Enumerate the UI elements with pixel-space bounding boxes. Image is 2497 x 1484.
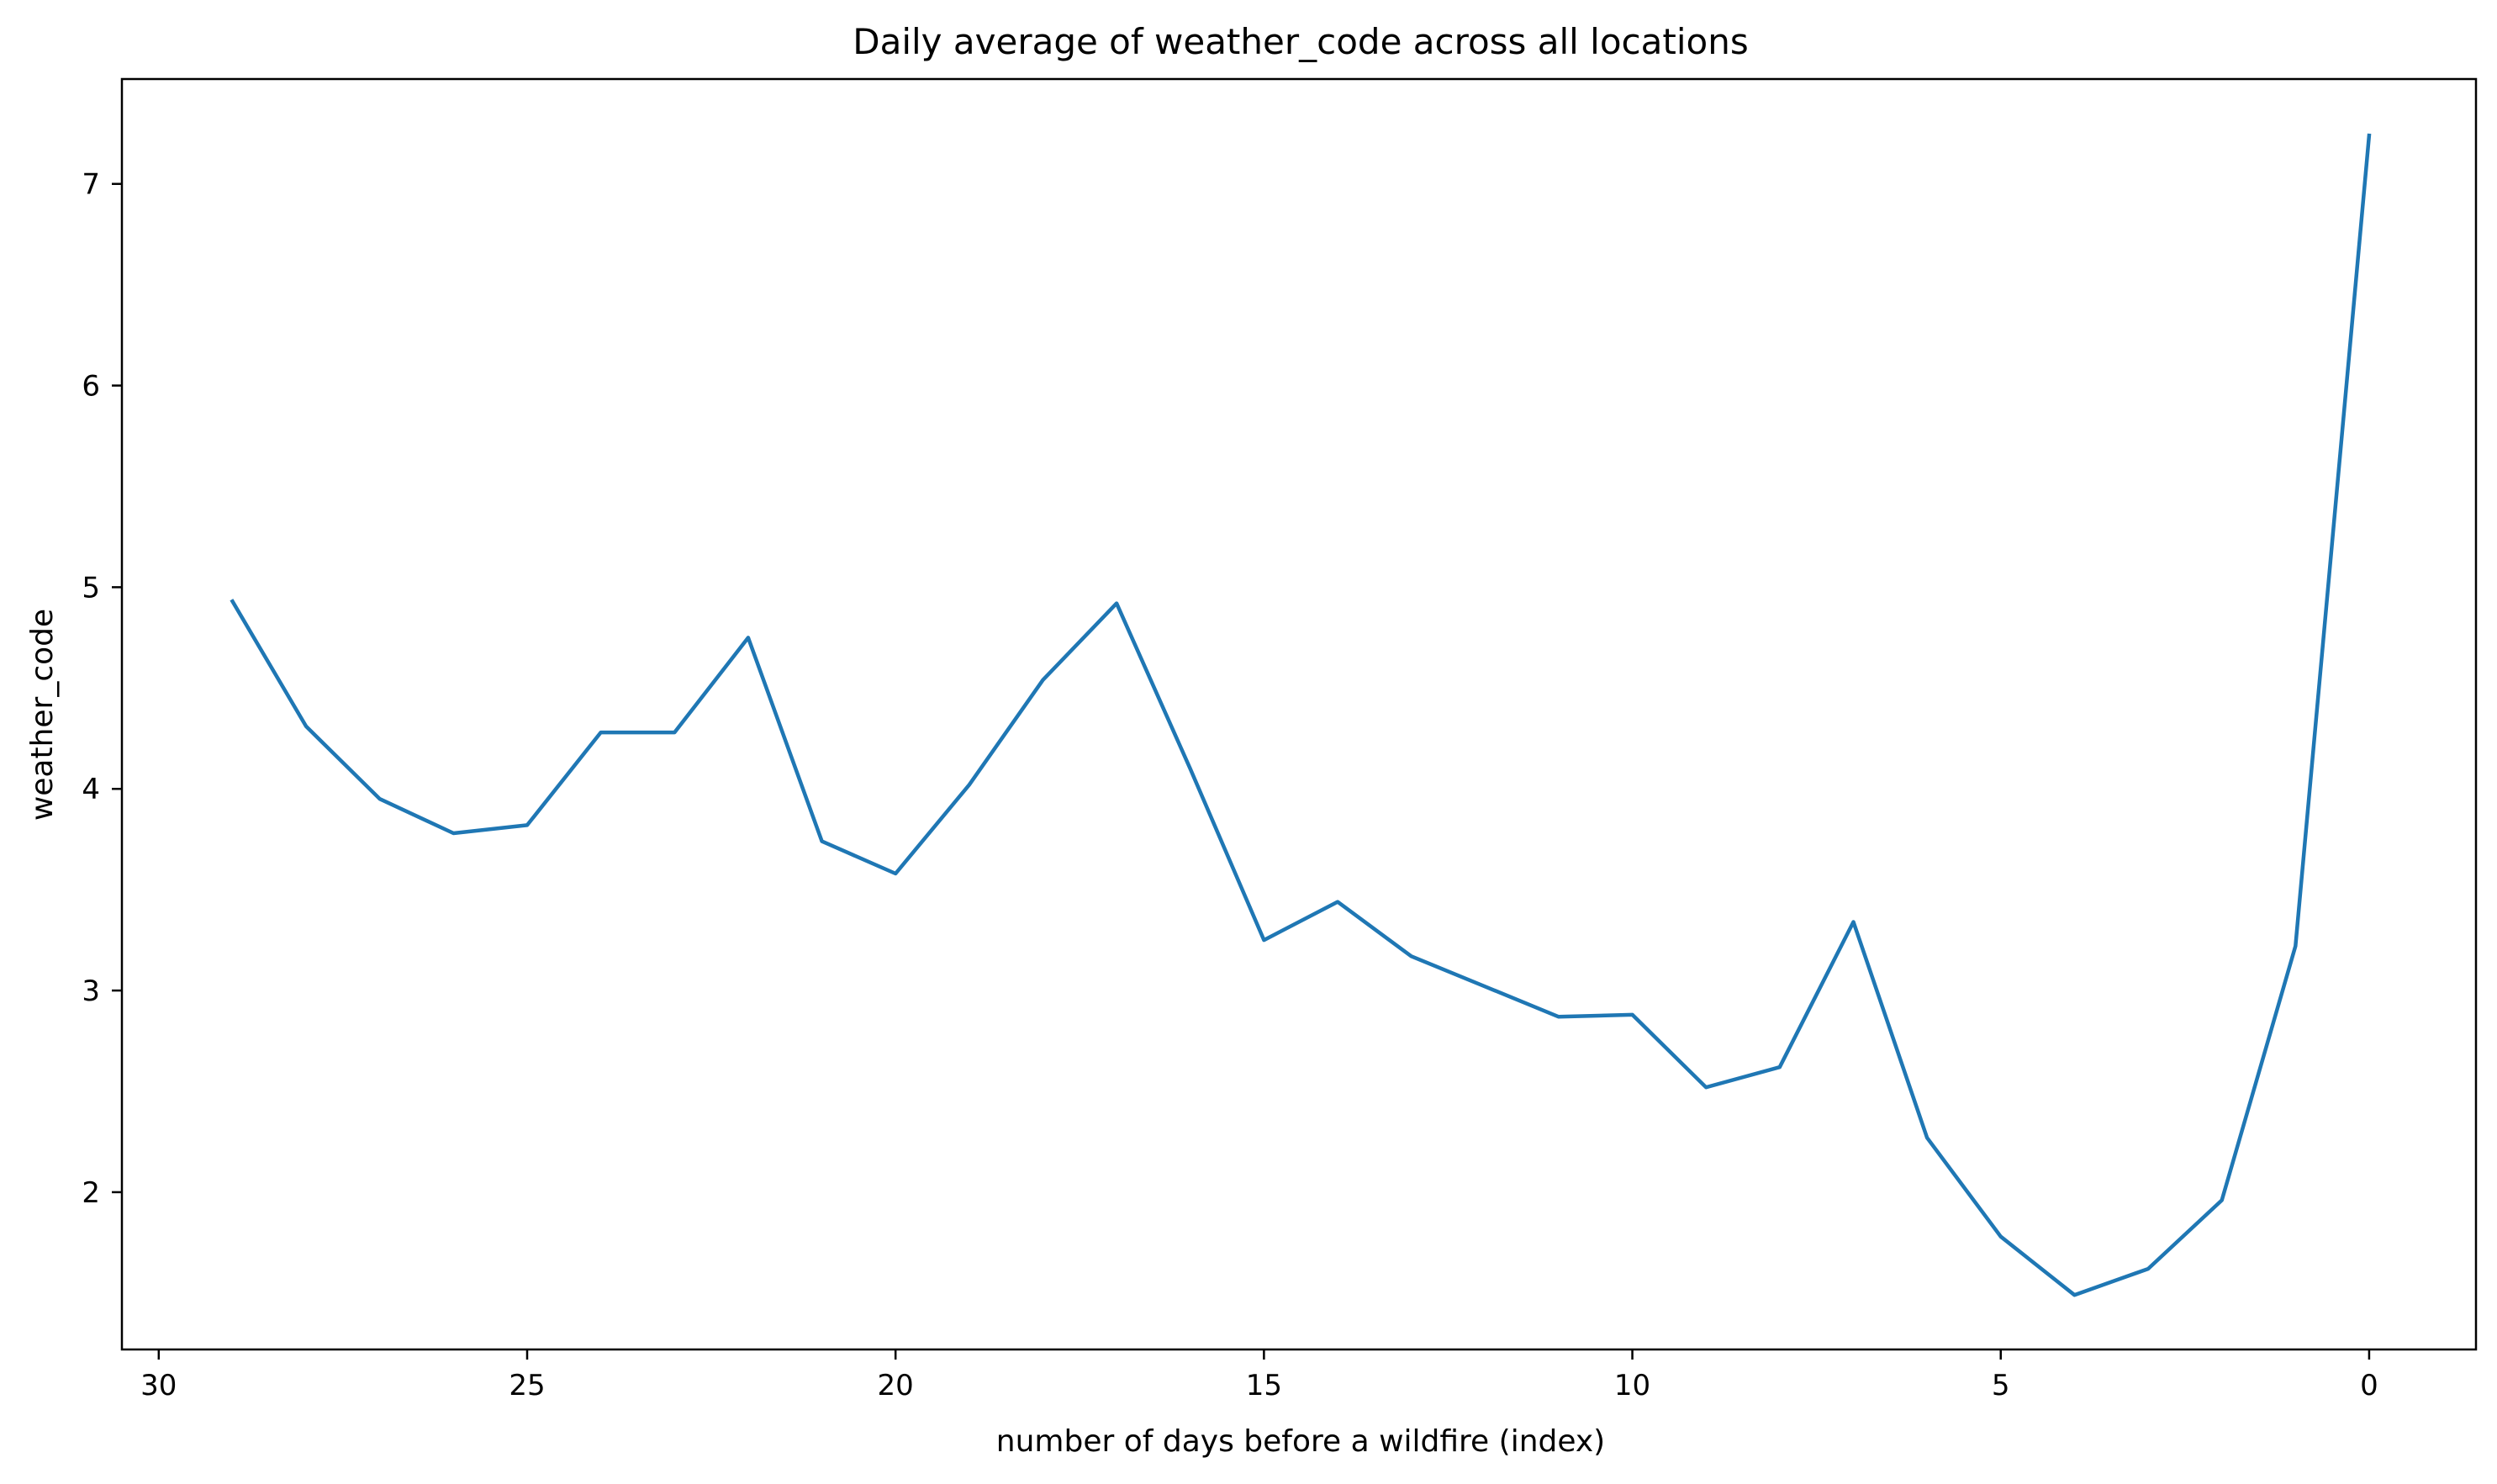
x-axis-label: number of days before a wildfire (index) <box>996 1424 1605 1459</box>
y-tick-label: 4 <box>82 773 100 806</box>
x-tick-label: 15 <box>1246 1369 1282 1402</box>
x-tick-label: 20 <box>878 1369 914 1402</box>
axes-frame <box>120 77 2478 1351</box>
plot-area <box>230 133 2372 1297</box>
y-axis-label: weather_code <box>25 609 60 821</box>
x-tick-label: 0 <box>2360 1369 2378 1402</box>
y-tick-label: 5 <box>82 571 100 605</box>
x-axis: 30 25 20 15 10 5 0 <box>140 1349 2378 1402</box>
x-tick-label: 10 <box>1614 1369 1650 1402</box>
y-axis: 2 3 4 5 6 7 <box>82 168 122 1210</box>
y-tick-label: 6 <box>82 370 100 404</box>
x-tick-label: 25 <box>509 1369 545 1402</box>
chart-title: Daily average of weather_code across all… <box>853 21 1748 62</box>
y-tick-label: 3 <box>82 974 100 1008</box>
x-tick-label: 30 <box>140 1369 177 1402</box>
x-tick-label: 5 <box>1992 1369 2010 1402</box>
series-line <box>230 133 2372 1297</box>
y-tick-label: 7 <box>82 168 100 202</box>
y-tick-label: 2 <box>82 1176 100 1210</box>
